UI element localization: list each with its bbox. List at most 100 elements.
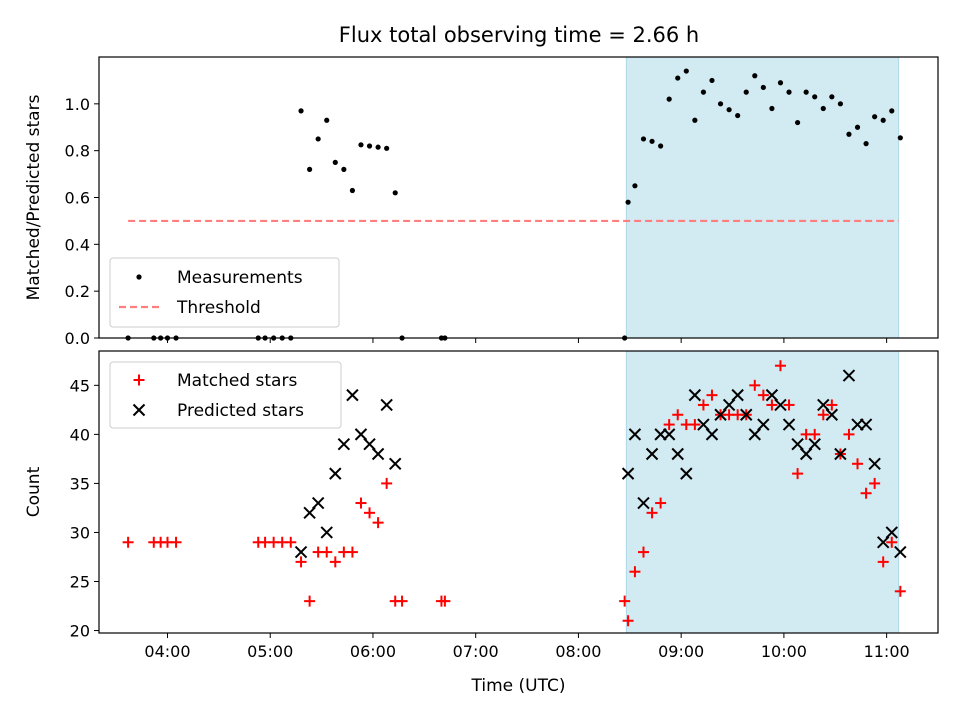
measurement-point <box>786 89 792 95</box>
measurement-point <box>341 166 347 172</box>
measurement-point <box>632 183 638 189</box>
measurement-point <box>666 96 672 102</box>
predicted-point <box>363 437 376 451</box>
matched-point <box>619 595 631 607</box>
measurement-point <box>863 141 869 147</box>
matched-point <box>757 389 769 401</box>
bottom-panel: 20 25 30 35 40 45 04:00 05:00 06:00 07:00 08:00 09:… <box>24 350 939 696</box>
top-y-axis-label: Matched/Predicted stars <box>24 94 44 300</box>
measurement-point <box>880 117 886 123</box>
matched-point <box>295 556 307 568</box>
matched-point <box>783 399 795 411</box>
predicted-point <box>894 545 907 559</box>
matched-point <box>321 546 333 558</box>
matched-point <box>372 517 384 529</box>
measurement-point <box>812 94 818 100</box>
predicted-point <box>859 418 873 431</box>
measurement-point <box>760 84 766 91</box>
predicted-point <box>662 428 676 441</box>
predicted-point <box>645 447 659 461</box>
top-y-tick-label: 0.0 <box>65 329 90 348</box>
matched-point <box>886 536 898 548</box>
predicted-point <box>354 428 368 441</box>
measurement-point <box>298 108 304 114</box>
matched-point <box>663 419 675 431</box>
legend-matched-label: Matched stars <box>177 371 297 391</box>
top-y-tick-label: 0.2 <box>65 282 90 301</box>
measurement-point <box>640 136 647 142</box>
matched-point <box>346 546 358 558</box>
matched-point <box>877 556 889 568</box>
predicted-point <box>748 428 761 441</box>
predicted-point <box>680 467 693 480</box>
predicted-point <box>808 437 821 451</box>
measurement-point <box>769 105 775 112</box>
bottom-x-tick-label: 10:00 <box>761 642 807 661</box>
measurement-point <box>625 199 631 205</box>
bottom-axes-frame <box>98 350 939 634</box>
measurement-point <box>392 190 398 196</box>
top-observing-span <box>625 56 900 339</box>
predicted-point <box>731 388 744 402</box>
matched-point <box>852 458 864 470</box>
bottom-x-tick-label: 07:00 <box>453 642 499 661</box>
measurement-point <box>649 138 655 144</box>
predicted-point <box>868 457 881 471</box>
predicted-point <box>825 408 839 421</box>
top-panel: 0.0 0.2 0.4 0.6 0.8 1.0 Matched/Predicted sta… <box>24 56 939 348</box>
predicted-point <box>705 428 719 441</box>
measurement-point <box>777 80 784 86</box>
measurement-point <box>307 166 313 172</box>
measurement-point <box>872 114 878 120</box>
matched-point <box>706 389 718 401</box>
predicted-point <box>389 457 402 471</box>
top-axes-frame <box>98 56 939 339</box>
measurement-point <box>675 75 681 81</box>
matched-point <box>860 487 872 499</box>
top-y-tick-label: 1.0 <box>65 95 90 114</box>
measurement-point <box>349 187 356 194</box>
matched-point <box>774 360 786 372</box>
predicted-point <box>817 398 830 412</box>
matched-point <box>672 409 684 421</box>
predicted-point <box>346 388 359 402</box>
legend-predicted-cross <box>132 403 146 417</box>
bottom-legend: Matched stars Predicted stars <box>109 361 342 429</box>
predicted-point <box>740 408 753 421</box>
bottom-series-group <box>122 360 907 627</box>
bottom-x-tick-label: 08:00 <box>555 642 601 661</box>
predicted-point <box>877 536 890 549</box>
predicted-point <box>621 467 635 480</box>
measurement-point <box>743 89 749 95</box>
matched-point <box>749 379 761 391</box>
matched-point <box>826 399 838 411</box>
predicted-point <box>774 398 787 412</box>
top-y-tick-label: 0.6 <box>65 189 90 208</box>
predicted-point <box>371 447 385 461</box>
bottom-y-tick-label: 45 <box>70 376 90 395</box>
measurement-point <box>820 105 826 112</box>
matched-point <box>894 585 906 597</box>
top-y-tick-label: 0.4 <box>65 235 90 254</box>
matched-point <box>329 556 341 568</box>
bottom-y-tick-label: 35 <box>70 474 90 493</box>
top-legend-box <box>109 257 340 328</box>
measurement-point <box>735 112 741 119</box>
measurement-point <box>375 144 381 150</box>
predicted-point <box>885 526 898 539</box>
bottom-x-tick-label: 04:00 <box>144 642 190 661</box>
measurement-point <box>332 159 338 165</box>
legend-predicted-label: Predicted stars <box>177 401 304 421</box>
measurement-point <box>846 131 852 137</box>
measurement-point <box>794 119 801 126</box>
bottom-x-tick-label: 05:00 <box>247 642 293 661</box>
measurement-point <box>829 94 835 100</box>
predicted-point <box>294 545 308 559</box>
measurement-point <box>692 117 698 123</box>
predicted-point <box>842 369 856 382</box>
x-axis-label: Time (UTC) <box>471 676 566 696</box>
bottom-legend-box <box>109 361 342 429</box>
predicted-point <box>329 467 342 480</box>
legend-matched-plus <box>133 374 145 386</box>
